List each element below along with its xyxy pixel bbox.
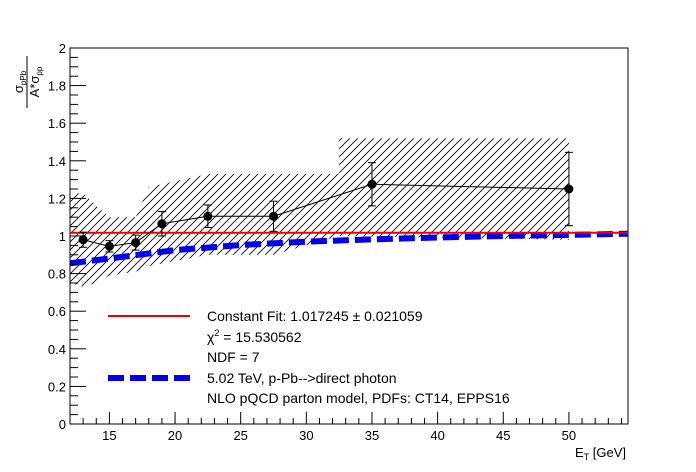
y-tick-label-0: 0 [59,417,66,432]
legend-ndf: NDF = 7 [207,349,260,365]
legend-chi2: χ2 = 15.530562 [207,328,302,345]
data-point-2 [131,238,141,248]
theory-curve [70,230,628,267]
data-point-6 [367,179,377,189]
y-tick-label-1: 0.2 [48,379,66,394]
systematic-band-layer [70,138,569,287]
x-axis-title-main: E [575,445,584,460]
theory-curve-layer [70,230,628,267]
x-tick-label-1: 20 [168,428,182,443]
y-tick-label-6: 1.2 [48,191,66,206]
data-point-7 [564,184,574,194]
y-tick-label-7: 1.4 [48,154,66,169]
legend-chi2-value: = 15.530562 [219,329,301,345]
data-points-layer [78,151,574,253]
x-tick-label-3: 30 [299,428,313,443]
y-axis-title: σpPb A*σpp [11,56,44,108]
y-axis-title-numerator: σpPb [11,70,28,93]
y-title-sub-pp: pp [35,66,44,75]
y-tick-label-3: 0.6 [48,304,66,319]
x-tick-label-0: 15 [102,428,116,443]
data-point-1 [104,241,114,251]
y-title-sigma: σ [11,85,26,93]
legend-chi2-sup: 2 [214,328,219,338]
y-tick-label-4: 0.8 [48,267,66,282]
legend-theory-label: 5.02 TeV, p-Pb-->direct photon [207,370,397,386]
x-tick-label-4: 35 [365,428,379,443]
data-point-0 [78,235,88,245]
y-tick-label-5: 1 [59,229,66,244]
x-tick-label-5: 40 [430,428,444,443]
x-axis-title-sub: T [584,452,590,462]
y-tick-label-9: 1.8 [48,79,66,94]
y-tick-label-10: 2 [59,41,66,56]
x-axis-title-unit: [GeV] [589,445,626,460]
y-tick-label-8: 1.6 [48,116,66,131]
x-tick-label-2: 25 [233,428,247,443]
data-point-5 [269,211,279,221]
x-tick-label-6: 45 [496,428,510,443]
data-point-4 [203,211,213,221]
data-point-3 [157,219,167,229]
y-tick-label-2: 0.4 [48,342,66,357]
x-axis-title: ET [GeV] [575,445,626,462]
legend-chi2-symbol: χ [207,329,215,345]
legend: Constant Fit: 1.017245 ± 0.021059 χ2 = 1… [108,308,510,406]
x-tick-label-7: 50 [562,428,576,443]
legend-fit-label: Constant Fit: 1.017245 ± 0.021059 [207,308,423,324]
y-title-a-sigma: A*σ [27,76,42,98]
y-axis-title-denominator: A*σpp [27,66,44,97]
y-axis: 0 0.2 0.4 0.6 0.8 1 1.2 1.4 1.6 1.8 2 [48,41,86,432]
legend-theory-note: NLO pQCD parton model, PDFs: CT14, EPPS1… [207,390,510,406]
x-axis: 15 20 25 30 35 40 45 50 [82,412,622,443]
systematic-band [70,138,569,287]
y-title-sub-ppb: pPb [19,70,28,85]
